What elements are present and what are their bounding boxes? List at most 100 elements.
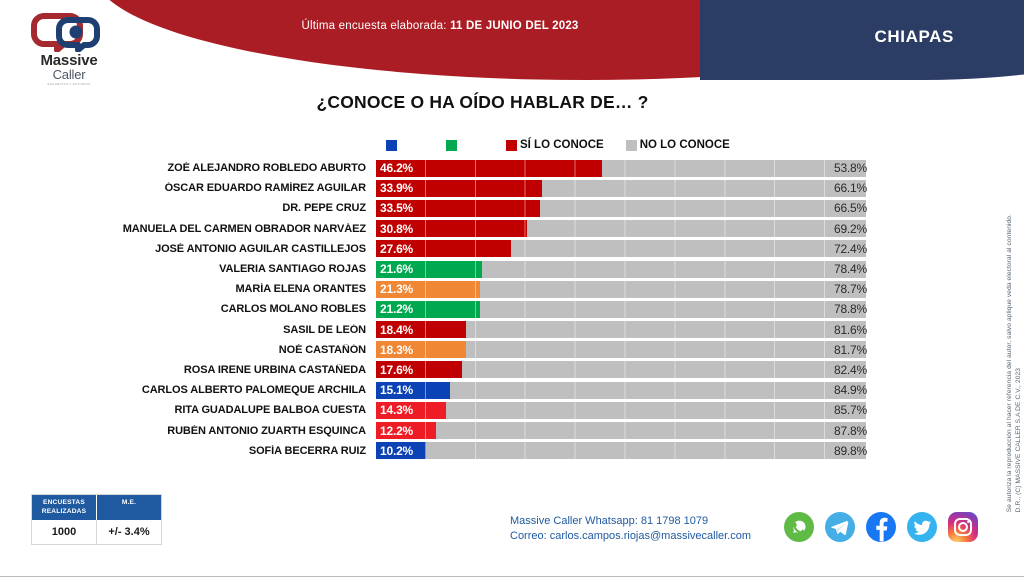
bar-chart: ZOÉ ALEJANDRO ROBLEDO ABURTO 46.2% 53.8% ÓS…	[0, 158, 965, 461]
candidate-name: JOSÉ ANTONIO AGUILAR CASTILLEJOS	[155, 242, 366, 255]
survey-date-value: 11 DE JUNIO DEL 2023	[450, 20, 579, 32]
candidate-name: SASIL DE LEÓN	[283, 323, 366, 336]
candidate-name: RUBÉN ANTONIO ZUARTH ESQUINCA	[167, 424, 366, 437]
facebook-icon[interactable]	[865, 511, 897, 543]
candidate-name: ZOÉ ALEJANDRO ROBLEDO ABURTO	[167, 162, 367, 175]
legend-item-blue	[386, 139, 400, 151]
chart-row: MARÍA ELENA ORANTES 21.3% 78.7%	[0, 279, 965, 299]
candidate-name: DR. PEPE CRUZ	[282, 202, 366, 215]
bar-value-known: 21.2%	[380, 302, 414, 317]
candidate-name: MANUELA DEL CARMEN OBRADOR NARVÁEZ	[122, 222, 366, 235]
candidate-name: CARLOS MOLANO ROBLES	[220, 303, 366, 316]
telegram-icon[interactable]	[824, 511, 856, 543]
bar-value-known: 17.6%	[380, 362, 414, 377]
bar-value-known: 27.6%	[380, 241, 414, 256]
chart-row: ZOÉ ALEJANDRO ROBLEDO ABURTO 46.2% 53.8%	[0, 158, 965, 178]
legend-item-no-lo-conoce: NO LO CONOCE	[625, 139, 730, 151]
chart-row: JOSÉ ANTONIO AGUILAR CASTILLEJOS 27.6% 72.…	[0, 239, 965, 259]
legend-item-green	[446, 139, 460, 151]
contact-whatsapp: Massive Caller Whatsapp: 81 1798 1079	[510, 515, 709, 527]
bar-track: 17.6%	[376, 361, 866, 379]
legend-swatch-green	[446, 139, 457, 151]
bar-track: 14.3%	[376, 401, 866, 419]
bar-fill-known: 27.6%	[376, 240, 512, 258]
bar-fill-known: 12.2%	[376, 422, 436, 440]
bar-value-known: 33.9%	[380, 181, 414, 196]
instagram-icon[interactable]	[947, 511, 979, 543]
candidate-name: RITA GUADALUPE BALBOA CUESTA	[174, 404, 366, 417]
sample-table-header-encuestas: ENCUESTAS REALIZADAS	[32, 495, 97, 520]
bar-gridlines	[376, 401, 866, 419]
candidate-name: NOÉ CASTAÑÓN	[278, 343, 366, 356]
bar-value-known: 18.3%	[380, 342, 414, 357]
bar-track: 15.1%	[376, 381, 866, 399]
chart-row: VALERIA SANTIAGO ROJAS 21.6% 78.4%	[0, 259, 965, 279]
candidate-name: SOFÍA BECERRA RUIZ	[248, 444, 366, 457]
chart-row: CARLOS ALBERTO PALOMEQUE ARCHILA 15.1% 84.…	[0, 380, 965, 400]
legend-swatch-gray	[625, 139, 637, 151]
chart-row: CARLOS MOLANO ROBLES 21.2% 78.8%	[0, 299, 965, 319]
logo-tagline: ENCUESTAS Y ESTUDIOS	[47, 82, 91, 86]
whatsapp-icon[interactable]	[783, 511, 815, 543]
legend-label-no-lo-conoce: NO LO CONOCE	[639, 139, 730, 151]
bar-track: 33.9%	[376, 179, 866, 197]
bar-value-known: 12.2%	[380, 423, 414, 438]
chart-row: RITA GUADALUPE BALBOA CUESTA 14.3% 85.7%	[0, 400, 965, 420]
bar-fill-known: 18.4%	[376, 321, 467, 339]
bar-track: 21.6%	[376, 260, 866, 278]
header-encuestas-line1: ENCUESTAS	[43, 499, 85, 506]
bar-value-known: 46.2%	[380, 161, 414, 176]
legend-swatch-red	[506, 139, 517, 151]
bar-value-known: 14.3%	[380, 403, 414, 418]
disclaimer-line-1: D.R., (C) MASSIVE CALLER S.A DE C.V., 20…	[1015, 367, 1022, 512]
copyright-disclaimer: D.R., (C) MASSIVE CALLER S.A DE C.V., 20…	[992, 112, 1022, 512]
bar-fill-known: 46.2%	[376, 159, 603, 177]
twitter-icon[interactable]	[906, 511, 938, 543]
chart-row: ÓSCAR EDUARDO RAMÍREZ AGUILAR 33.9% 66.1%	[0, 178, 965, 198]
bar-value-known: 15.1%	[380, 383, 414, 398]
bar-track: 33.5%	[376, 199, 866, 217]
bar-fill-known: 18.3%	[376, 341, 466, 359]
candidate-name: CARLOS ALBERTO PALOMEQUE ARCHILA	[141, 384, 366, 397]
bar-value-known: 21.3%	[380, 282, 414, 297]
chart-row: MANUELA DEL CARMEN OBRADOR NARVÁEZ 30.8% 6…	[0, 219, 965, 239]
bar-track: 46.2%	[376, 159, 866, 177]
sample-size-value: 1000	[32, 520, 97, 544]
chart-title: ¿CONOCE O HA OÍDO HABLAR DE… ?	[316, 92, 649, 112]
candidate-name: VALERIA SANTIAGO ROJAS	[219, 263, 366, 276]
bar-track: 21.3%	[376, 280, 866, 298]
bar-gridlines	[376, 442, 866, 460]
chart-row: SASIL DE LEÓN 18.4% 81.6%	[0, 320, 965, 340]
candidate-name: ROSA IRENE URBINA CASTAÑEDA	[183, 363, 366, 376]
sample-size-table: ENCUESTAS REALIZADAS M.E. 1000 +/- 3.4%	[31, 494, 162, 545]
chart-row: ROSA IRENE URBINA CASTAÑEDA 17.6% 82.4%	[0, 360, 965, 380]
bar-fill-known: 21.6%	[376, 260, 482, 278]
bar-fill-known: 15.1%	[376, 381, 450, 399]
sample-table-value-row: 1000 +/- 3.4%	[32, 520, 161, 544]
bar-fill-known: 21.3%	[376, 280, 481, 298]
margin-of-error-value: +/- 3.4%	[108, 526, 150, 538]
disclaimer-line-2: Se autoriza la reproducción al hacer ref…	[1006, 213, 1013, 512]
legend-label-si-lo-conoce: SÍ LO CONOCE	[520, 139, 604, 151]
bar-fill-known: 33.5%	[376, 199, 541, 217]
chart-row: RUBÉN ANTONIO ZUARTH ESQUINCA 12.2% 87.8%	[0, 420, 965, 440]
header-encuestas-line2: REALIZADAS	[41, 507, 87, 515]
bar-fill-known: 33.9%	[376, 179, 543, 197]
bar-track: 27.6%	[376, 240, 866, 258]
bar-value-known: 33.5%	[380, 201, 414, 216]
social-links	[783, 511, 979, 543]
logo-text-caller: Caller	[52, 67, 86, 82]
bar-fill-known: 30.8%	[376, 220, 527, 238]
bar-fill-known: 10.2%	[376, 442, 426, 460]
bar-track: 30.8%	[376, 220, 866, 238]
bar-value-known: 21.6%	[380, 262, 414, 277]
bar-fill-known: 17.6%	[376, 361, 463, 379]
bar-fill-known: 14.3%	[376, 401, 447, 419]
state-name: CHIAPAS	[874, 27, 954, 46]
bar-track: 12.2%	[376, 422, 866, 440]
brand-logo: Massive Caller ENCUESTAS Y ESTUDIOS	[26, 10, 112, 86]
speech-bubble-logo-icon	[31, 13, 100, 52]
bar-gridlines	[376, 422, 866, 440]
legend-swatch-blue	[386, 139, 397, 151]
